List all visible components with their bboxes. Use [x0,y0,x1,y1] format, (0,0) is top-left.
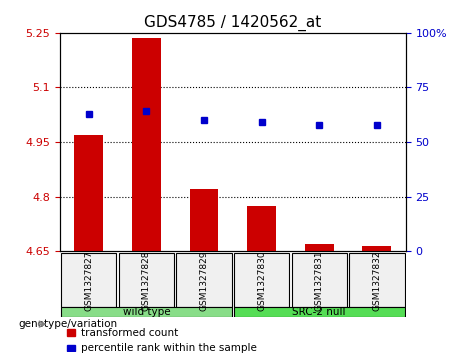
FancyBboxPatch shape [61,307,231,317]
FancyBboxPatch shape [118,253,174,307]
Text: genotype/variation: genotype/variation [18,319,118,329]
Text: GSM1327827: GSM1327827 [84,250,93,311]
FancyBboxPatch shape [349,253,405,307]
Text: GSM1327828: GSM1327828 [142,250,151,311]
Bar [74,135,103,252]
Bar [305,244,334,252]
Text: GSM1327832: GSM1327832 [372,250,381,311]
Text: SRC-2 null: SRC-2 null [292,307,346,317]
Bar [67,345,76,351]
Text: wild type: wild type [123,307,170,317]
FancyBboxPatch shape [291,253,347,307]
FancyBboxPatch shape [234,307,405,317]
Text: GSM1327830: GSM1327830 [257,250,266,311]
FancyBboxPatch shape [61,253,116,307]
FancyBboxPatch shape [234,253,290,307]
Bar [67,329,76,336]
Bar [189,189,219,252]
Text: GSM1327831: GSM1327831 [315,250,324,311]
Text: GSM1327829: GSM1327829 [200,250,208,311]
Bar [247,206,276,252]
Text: transformed count: transformed count [81,327,178,338]
Bar [362,246,391,252]
Text: percentile rank within the sample: percentile rank within the sample [81,343,257,353]
Title: GDS4785 / 1420562_at: GDS4785 / 1420562_at [144,15,321,31]
Bar [132,38,161,252]
FancyBboxPatch shape [176,253,231,307]
